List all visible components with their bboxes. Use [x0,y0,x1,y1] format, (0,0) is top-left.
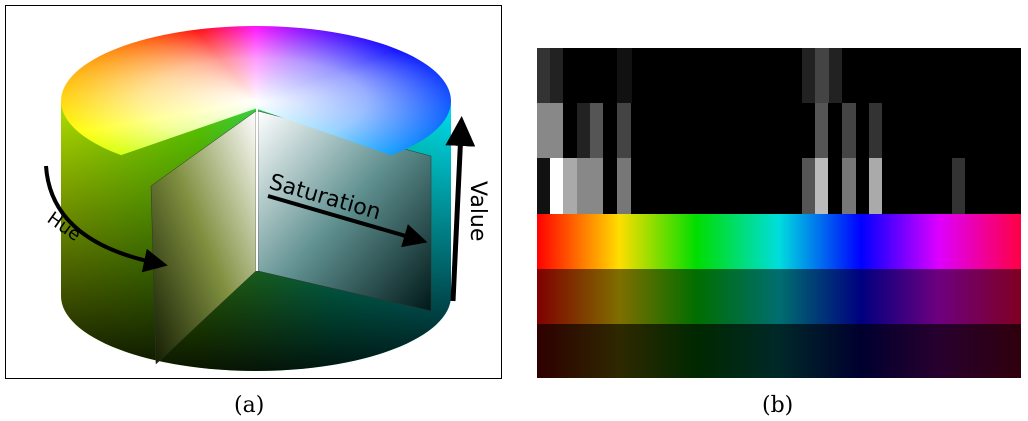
value-arrow [453,131,461,301]
panel-b [537,46,1021,378]
annotations: Hue Saturation Value [6,6,501,378]
hue-label: Hue [43,208,85,246]
saturation-label: Saturation [266,170,383,226]
caption-b: (b) [762,393,793,418]
panel-a-frame: Hue Saturation Value [5,5,502,379]
value-label: Value [465,181,490,241]
figure: Hue Saturation Value (a) (b) [0,0,1028,421]
caption-a: (a) [234,393,264,418]
